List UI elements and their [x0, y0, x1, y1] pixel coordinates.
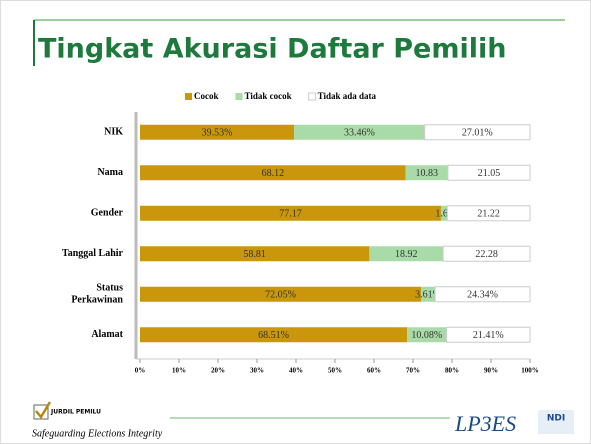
bar-segment: [407, 327, 447, 343]
bar-segment: [420, 286, 436, 302]
logo-left: JURDIL PEMILU: [50, 409, 101, 416]
x-tick-label: 30%: [250, 367, 264, 375]
x-tick-label: 60%: [367, 367, 381, 375]
x-tick-label: 100%: [521, 367, 539, 375]
data-label: 33.46%: [344, 128, 375, 139]
logo-box: [33, 404, 49, 420]
chart-title: Tingkat Akurasi Daftar Pemilih: [38, 34, 506, 65]
data-label: 22.28: [475, 249, 498, 260]
legend-label: Tidak cocok: [245, 91, 292, 101]
x-tick-label: 0%: [135, 367, 146, 375]
bar-segment: [440, 205, 448, 221]
legend-swatch: [308, 92, 317, 101]
data-label: 1.61: [435, 209, 453, 220]
legend-label: Cocok: [194, 91, 219, 101]
x-tick-label: 50%: [328, 367, 342, 375]
bar-segment: [442, 245, 531, 262]
data-label: 3.61%: [415, 290, 441, 301]
legend-label: Tidak ada data: [318, 91, 377, 101]
bar-segment: [140, 165, 406, 181]
bar-segment: [140, 124, 295, 140]
x-tick-label: 70%: [406, 367, 420, 375]
data-label: 58.81: [243, 249, 266, 260]
data-label: 68.51%: [258, 330, 289, 341]
data-label: 21.41%: [473, 330, 504, 341]
data-label: 39.53%: [202, 128, 233, 139]
data-label: 24.34%: [467, 290, 498, 301]
y-tick-label: Status Perkawinan: [69, 283, 124, 306]
data-label: 68.12: [262, 168, 285, 179]
data-label: 27.01%: [462, 128, 493, 139]
logo-check: [35, 401, 52, 420]
x-tick-label: 40%: [289, 367, 303, 375]
bar-segment: [140, 327, 408, 343]
bar-segment: [434, 286, 531, 303]
bar-segment: [424, 124, 531, 141]
y-tick-label: Alamat: [91, 329, 123, 340]
bar-segment: [369, 246, 444, 262]
x-tick-label: 10%: [172, 367, 186, 375]
bar-segment: [405, 165, 448, 181]
data-label: 21.05: [478, 168, 501, 179]
y-tick-label: NIK: [104, 127, 123, 138]
data-label: 21.22: [477, 209, 500, 220]
legend-swatch: [235, 93, 243, 100]
data-label: 18.92: [395, 249, 418, 260]
y-tick-label: Tanggal Lahir: [62, 248, 124, 259]
data-label: 10.83: [416, 168, 439, 179]
data-label: 72.05%: [265, 290, 296, 301]
bar-segment: [447, 164, 531, 181]
x-tick-label: 90%: [484, 367, 498, 375]
bar-segment: [140, 205, 441, 221]
data-label: 10.08%: [411, 330, 442, 341]
logo-right: NDI: [547, 414, 565, 424]
bar-segment: [140, 286, 421, 302]
logo-right-box: [538, 410, 574, 434]
y-tick-label: Gender: [91, 208, 124, 219]
x-tick-label: 80%: [445, 367, 459, 375]
x-tick-label: 20%: [211, 367, 225, 375]
logo-mid: LP3ES: [454, 411, 516, 436]
legend-swatch: [185, 93, 192, 100]
tagline: Safeguarding Elections Integrity: [32, 428, 163, 439]
bar-segment: [140, 246, 370, 262]
y-tick-label: Nama: [97, 167, 123, 178]
bar-segment: [294, 124, 425, 140]
bar-segment: [446, 326, 531, 343]
bar-segment: [446, 205, 531, 222]
data-label: 77.17: [279, 209, 302, 220]
